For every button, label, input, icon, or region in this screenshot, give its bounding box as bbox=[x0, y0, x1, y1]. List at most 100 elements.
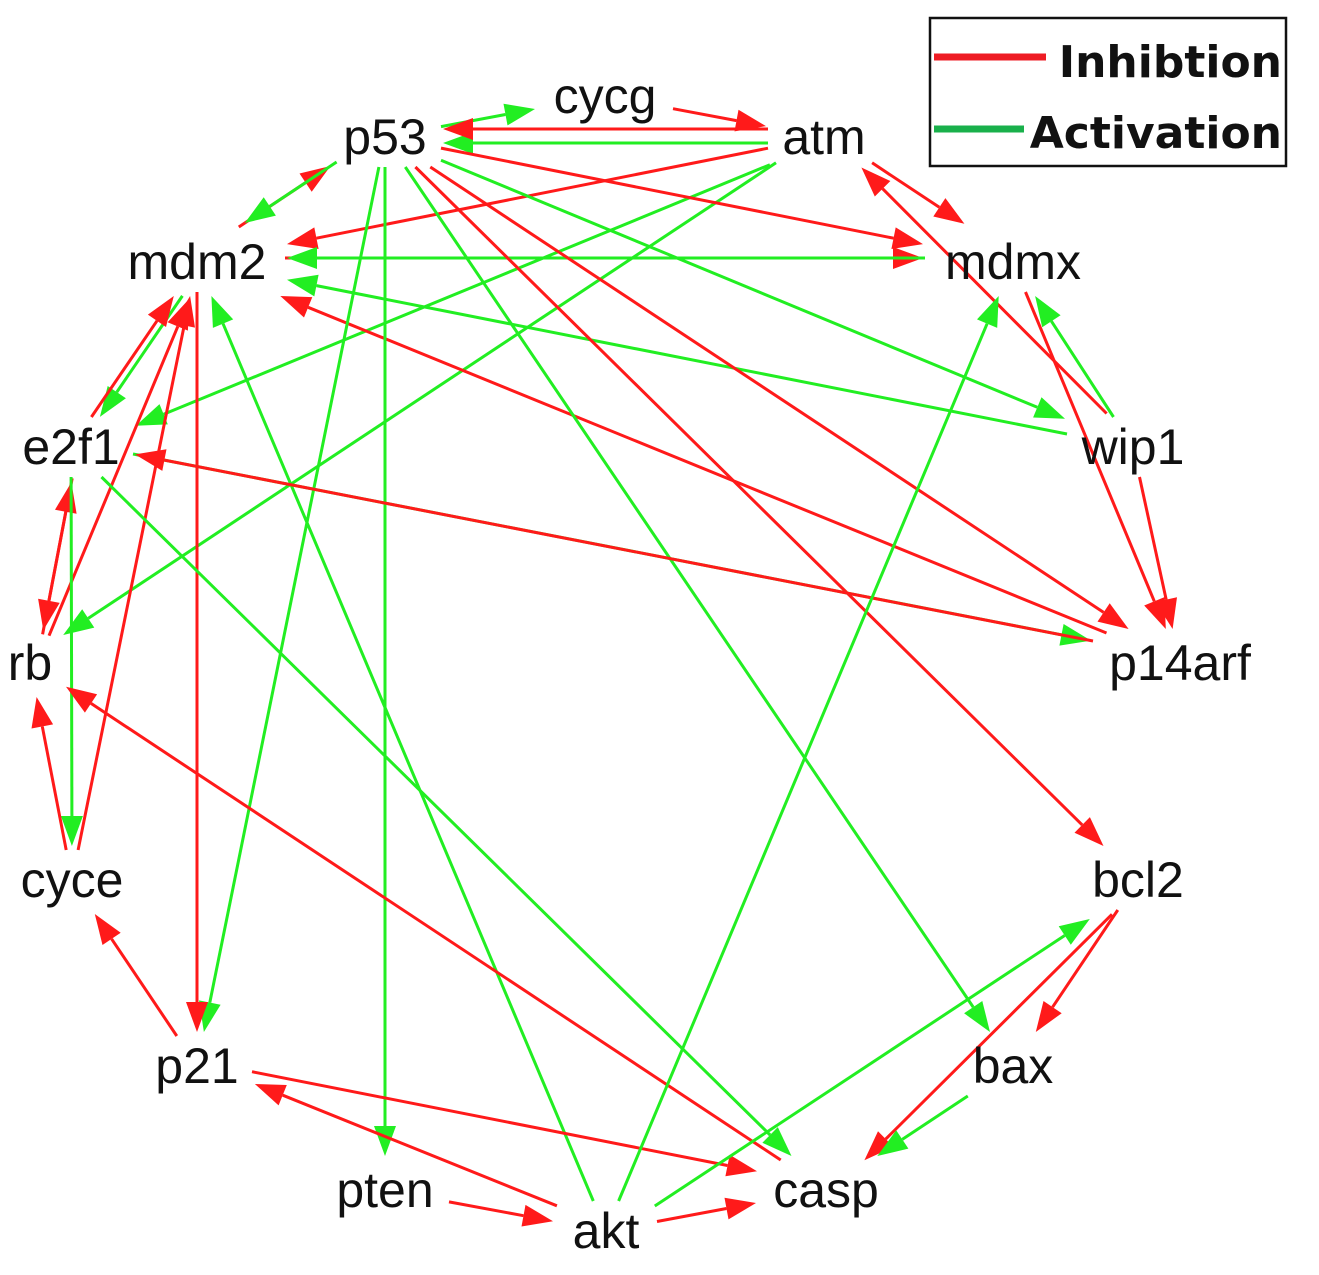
edge-line bbox=[1138, 476, 1168, 601]
edge-arrowhead bbox=[1058, 919, 1090, 945]
edge-line bbox=[163, 163, 771, 416]
edge-wip1-p14arf-inhibition bbox=[1138, 476, 1177, 629]
node-bax: bax bbox=[973, 1038, 1054, 1094]
node-mdm2: mdm2 bbox=[128, 234, 267, 290]
edge-p53-pten-activation bbox=[374, 167, 396, 1156]
edge-cyce-rb-inhibition bbox=[31, 697, 68, 851]
edge-line bbox=[76, 325, 186, 851]
edge-arrowhead bbox=[864, 1131, 894, 1161]
edge-p21-cyce-inhibition bbox=[94, 914, 179, 1037]
edge-atm-p53-inhibition bbox=[443, 118, 768, 140]
edge-arrowhead bbox=[933, 198, 965, 224]
edge-p53-wip1-activation bbox=[440, 158, 1065, 419]
edge-arrowhead bbox=[55, 482, 77, 514]
edge-p21-casp-inhibition bbox=[251, 1070, 757, 1177]
edge-atm-mdm2-inhibition bbox=[287, 146, 769, 249]
node-cyce: cyce bbox=[21, 852, 124, 908]
edge-akt-p21-inhibition bbox=[254, 1084, 558, 1208]
edge-line bbox=[871, 161, 941, 209]
edge-line bbox=[69, 476, 74, 817]
edge-line bbox=[414, 165, 1084, 826]
node-cycg: cycg bbox=[554, 68, 657, 124]
edge-p53-mdmx-inhibition bbox=[440, 146, 923, 249]
edge-line bbox=[307, 305, 1108, 635]
edge-arrowhead bbox=[63, 609, 95, 635]
edge-atm-e2f1-activation bbox=[135, 163, 771, 426]
edge-line bbox=[47, 325, 180, 637]
edge-p14arf-e2f1-inhibition bbox=[135, 449, 1094, 643]
edge-line bbox=[90, 702, 782, 1162]
edge-line bbox=[440, 158, 1038, 409]
edge-line bbox=[100, 475, 772, 1137]
node-pten: pten bbox=[336, 1162, 433, 1218]
node-wip1: wip1 bbox=[1081, 419, 1185, 475]
edge-arrowhead bbox=[186, 1002, 208, 1032]
edge-arrowhead bbox=[443, 118, 473, 140]
edge-arrowhead bbox=[1155, 597, 1177, 629]
edge-line bbox=[440, 113, 506, 129]
edge-arrowhead bbox=[503, 103, 535, 126]
edge-arrowhead bbox=[280, 296, 313, 318]
edge-casp-rb-inhibition bbox=[66, 686, 782, 1162]
legend-inhibition-label: Inhibtion bbox=[1059, 37, 1282, 88]
edge-arrowhead bbox=[762, 1127, 792, 1156]
edge-p53-bcl2-inhibition bbox=[414, 165, 1104, 846]
edge-line bbox=[653, 934, 1066, 1208]
edge-akt-mdmx-activation bbox=[617, 296, 999, 1202]
edge-arrowhead bbox=[66, 686, 98, 713]
edge-mdm2-p21-inhibition bbox=[186, 292, 208, 1032]
edge-p14arf-mdm2-inhibition bbox=[280, 296, 1108, 635]
edge-line bbox=[901, 1094, 969, 1141]
edge-line bbox=[884, 913, 1114, 1141]
edge-arrowhead bbox=[977, 296, 999, 328]
edge-e2f1-casp-activation bbox=[100, 475, 792, 1156]
edge-atm-p53-activation bbox=[443, 132, 768, 154]
edge-p53-mdm2-activation bbox=[244, 160, 338, 223]
edge-arrowhead bbox=[254, 1084, 287, 1106]
edge-akt-bcl2-activation bbox=[653, 919, 1090, 1208]
edge-p53-cycg-activation bbox=[440, 103, 535, 129]
node-bcl2: bcl2 bbox=[1092, 852, 1184, 908]
edge-line bbox=[41, 511, 68, 635]
edge-line bbox=[656, 1207, 727, 1223]
edge-bax-casp-activation bbox=[877, 1094, 969, 1156]
edge-arrowhead bbox=[287, 274, 319, 297]
edge-p53-p14arf-inhibition bbox=[429, 165, 1129, 629]
edge-pten-akt-inhibition bbox=[448, 1200, 553, 1227]
edge-arrowhead bbox=[60, 816, 83, 846]
edge-wip1-atm-inhibition bbox=[861, 167, 1108, 415]
edge-bcl2-casp-inhibition bbox=[864, 913, 1114, 1161]
edge-arrowhead bbox=[891, 227, 923, 249]
edge-arrowhead bbox=[964, 1001, 990, 1032]
legend-box bbox=[928, 16, 1288, 168]
edge-arrowhead bbox=[861, 167, 891, 197]
legend: Inhibtion Activation bbox=[928, 16, 1288, 168]
edge-arrowhead bbox=[1074, 817, 1104, 846]
edge-mdmx-mdm2-activation bbox=[287, 247, 925, 269]
edge-line bbox=[221, 323, 595, 1202]
node-p21: p21 bbox=[155, 1038, 238, 1094]
edge-cycg-atm-inhibition bbox=[672, 107, 766, 132]
edge-line bbox=[617, 323, 989, 1202]
edge-akt-mdm2-activation bbox=[211, 296, 595, 1202]
edge-arrowhead bbox=[521, 1204, 553, 1227]
edge-arrowhead bbox=[244, 197, 276, 223]
edge-line bbox=[268, 160, 338, 208]
edge-line bbox=[1051, 909, 1120, 1008]
node-rb: rb bbox=[8, 635, 52, 691]
edge-arrowhead bbox=[135, 404, 168, 426]
edge-arrowhead bbox=[211, 296, 234, 328]
edge-line bbox=[429, 165, 1105, 614]
node-p14arf: p14arf bbox=[1109, 635, 1251, 691]
edge-wip1-mdm2-activation bbox=[287, 274, 1068, 436]
edge-line bbox=[90, 319, 159, 418]
edge-line bbox=[404, 166, 975, 1008]
edge-line bbox=[164, 458, 1094, 643]
edge-arrowhead bbox=[287, 227, 319, 249]
edge-arrowhead bbox=[1035, 1001, 1062, 1032]
edge-p53-bax-activation bbox=[404, 166, 990, 1032]
edge-line bbox=[1024, 291, 1156, 602]
edge-line bbox=[282, 1093, 558, 1208]
edge-bcl2-bax-inhibition bbox=[1035, 909, 1120, 1032]
edge-arrowhead bbox=[1035, 296, 1061, 328]
